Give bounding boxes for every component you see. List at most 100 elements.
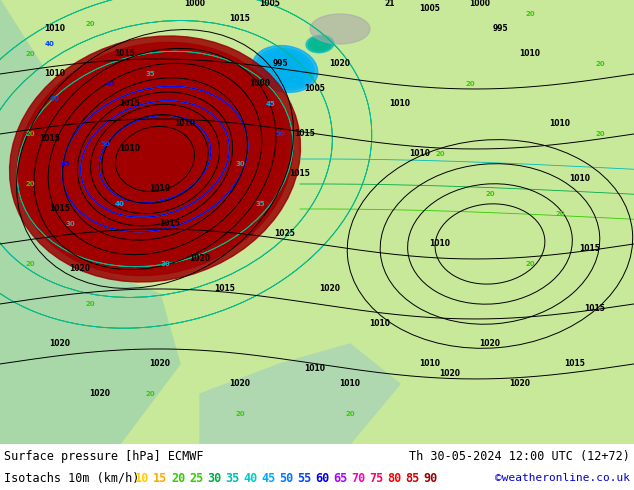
Text: 1005: 1005: [304, 84, 325, 94]
Text: 20: 20: [235, 411, 245, 417]
Text: 10: 10: [135, 472, 149, 485]
Text: 45: 45: [105, 81, 115, 87]
Text: 21: 21: [385, 0, 395, 8]
Text: 995: 995: [272, 59, 288, 69]
Text: 45: 45: [60, 161, 70, 167]
Text: 1015: 1015: [230, 15, 250, 24]
Ellipse shape: [115, 125, 195, 193]
Text: 1020: 1020: [439, 369, 460, 378]
Text: 60: 60: [315, 472, 329, 485]
Text: Th 30-05-2024 12:00 UTC (12+72): Th 30-05-2024 12:00 UTC (12+72): [409, 450, 630, 464]
Ellipse shape: [17, 42, 293, 275]
Ellipse shape: [316, 42, 324, 47]
Ellipse shape: [123, 132, 187, 186]
Ellipse shape: [306, 35, 334, 53]
Text: 50: 50: [100, 141, 110, 147]
Text: 1010: 1010: [120, 145, 141, 153]
Text: 30: 30: [160, 261, 170, 267]
Text: 1015: 1015: [579, 245, 600, 253]
Text: 45: 45: [261, 472, 275, 485]
Text: 20: 20: [595, 61, 605, 67]
Text: 85: 85: [405, 472, 419, 485]
Text: 55: 55: [297, 472, 311, 485]
Text: 1005: 1005: [259, 0, 280, 8]
Text: 15: 15: [153, 472, 167, 485]
Text: 1010: 1010: [569, 174, 590, 183]
Text: 1015: 1015: [49, 204, 70, 214]
Text: 65: 65: [333, 472, 347, 485]
Text: 1015: 1015: [214, 285, 235, 294]
Text: 1020: 1020: [150, 360, 171, 368]
Ellipse shape: [256, 48, 314, 90]
Text: 35: 35: [145, 71, 155, 77]
Ellipse shape: [78, 94, 233, 224]
Ellipse shape: [63, 81, 247, 237]
Text: 1000: 1000: [250, 79, 271, 89]
Text: 1005: 1005: [420, 4, 441, 14]
Text: 1010: 1010: [420, 360, 441, 368]
Text: 1015: 1015: [564, 360, 585, 368]
Ellipse shape: [266, 55, 304, 82]
Text: 1015: 1015: [290, 170, 311, 178]
Text: 20: 20: [485, 191, 495, 197]
Ellipse shape: [108, 119, 202, 199]
Text: 20: 20: [595, 131, 605, 137]
Text: 1015: 1015: [115, 49, 136, 58]
Text: 1010: 1010: [389, 99, 410, 108]
Text: 1020: 1020: [89, 390, 110, 398]
Ellipse shape: [308, 36, 332, 51]
Text: 1015: 1015: [120, 99, 141, 108]
Ellipse shape: [252, 46, 318, 93]
Text: 1010: 1010: [304, 365, 325, 373]
Text: 1010: 1010: [550, 120, 571, 128]
Text: 40: 40: [50, 96, 60, 102]
Text: 35: 35: [225, 472, 239, 485]
Ellipse shape: [310, 38, 330, 50]
Text: 40: 40: [243, 472, 257, 485]
Text: 50: 50: [275, 131, 285, 137]
Text: 1000: 1000: [470, 0, 491, 8]
Ellipse shape: [93, 106, 217, 212]
Text: 1020: 1020: [330, 59, 351, 69]
Text: 1020: 1020: [49, 340, 70, 348]
Text: 1015: 1015: [160, 220, 181, 228]
Ellipse shape: [276, 63, 294, 75]
Text: 1010: 1010: [339, 379, 361, 389]
Text: 20: 20: [25, 131, 35, 137]
Ellipse shape: [100, 113, 210, 205]
Text: 1010: 1010: [174, 120, 195, 128]
Text: 1020: 1020: [230, 379, 250, 389]
Text: 20: 20: [85, 301, 95, 307]
Text: ©weatheronline.co.uk: ©weatheronline.co.uk: [495, 473, 630, 484]
Polygon shape: [200, 344, 400, 444]
Ellipse shape: [131, 138, 179, 180]
Polygon shape: [0, 244, 180, 444]
Text: 1010: 1010: [370, 319, 391, 328]
Text: 25: 25: [189, 472, 204, 485]
Text: 50: 50: [279, 472, 294, 485]
Text: 1020: 1020: [510, 379, 531, 389]
Text: 1010: 1010: [44, 24, 65, 33]
Text: Isotachs 10m (km/h): Isotachs 10m (km/h): [4, 472, 139, 485]
Text: 20: 20: [345, 411, 355, 417]
Text: 30: 30: [65, 221, 75, 227]
Text: 1020: 1020: [190, 254, 210, 264]
Text: 90: 90: [423, 472, 437, 485]
Text: 80: 80: [387, 472, 401, 485]
Text: 1010: 1010: [410, 149, 430, 158]
Ellipse shape: [25, 49, 285, 269]
Text: 20: 20: [525, 261, 535, 267]
Text: 1010: 1010: [519, 49, 540, 58]
Text: 1020: 1020: [320, 285, 340, 294]
Text: 20: 20: [555, 211, 565, 217]
Ellipse shape: [273, 60, 297, 77]
Ellipse shape: [10, 36, 301, 282]
Ellipse shape: [40, 62, 270, 256]
Text: 995: 995: [492, 24, 508, 33]
Ellipse shape: [48, 68, 262, 250]
Ellipse shape: [269, 58, 301, 80]
Ellipse shape: [55, 74, 255, 244]
Text: 40: 40: [115, 201, 125, 207]
Text: 1000: 1000: [184, 0, 205, 8]
Ellipse shape: [32, 55, 278, 263]
